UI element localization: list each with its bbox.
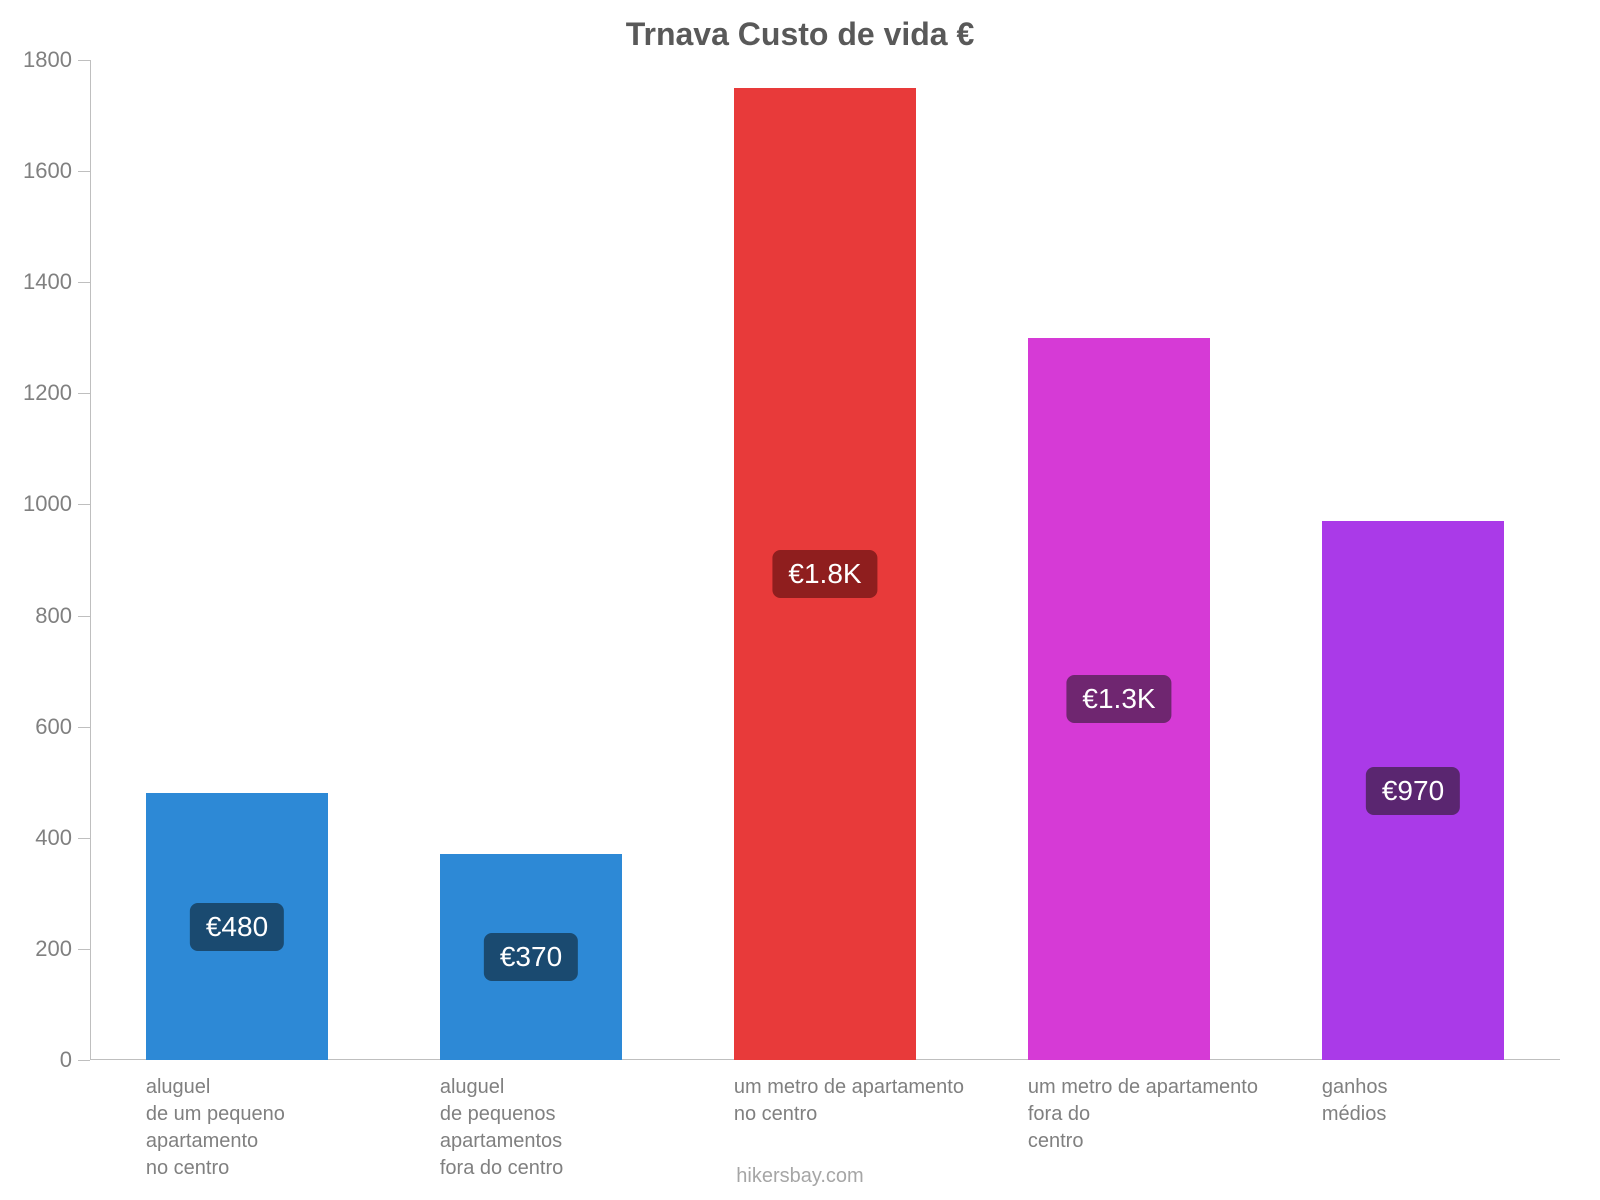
category-label: um metro de apartamento no centro: [734, 1074, 1018, 1128]
y-tick-label: 1000: [23, 491, 72, 517]
y-tick: [78, 949, 90, 950]
y-tick: [78, 727, 90, 728]
y-tick: [78, 393, 90, 394]
y-tick-label: 400: [35, 825, 72, 851]
y-tick: [78, 60, 90, 61]
y-tick-label: 1200: [23, 380, 72, 406]
y-tick-label: 200: [35, 936, 72, 962]
y-axis: [90, 60, 91, 1060]
cost-of-living-chart: Trnava Custo de vida € 02004006008001000…: [0, 0, 1600, 1200]
bar-value-label: €480: [190, 903, 284, 951]
y-tick-label: 1800: [23, 47, 72, 73]
bar-value-label: €1.8K: [772, 550, 877, 598]
y-tick: [78, 838, 90, 839]
category-label: ganhos médios: [1322, 1074, 1600, 1128]
y-tick-label: 1400: [23, 269, 72, 295]
bar-value-label: €1.3K: [1066, 675, 1171, 723]
y-tick: [78, 1060, 90, 1061]
bar-value-label: €970: [1366, 767, 1460, 815]
y-tick-label: 600: [35, 714, 72, 740]
attribution-text: hikersbay.com: [0, 1165, 1600, 1188]
y-tick-label: 1600: [23, 158, 72, 184]
y-tick: [78, 282, 90, 283]
y-tick-label: 800: [35, 603, 72, 629]
y-tick: [78, 171, 90, 172]
bar-value-label: €370: [484, 933, 578, 981]
y-tick-label: 0: [60, 1047, 72, 1073]
category-label: um metro de apartamento fora do centro: [1028, 1074, 1312, 1155]
y-tick: [78, 616, 90, 617]
y-tick: [78, 504, 90, 505]
chart-title: Trnava Custo de vida €: [0, 16, 1600, 53]
plot-area: 020040060080010001200140016001800€480alu…: [90, 60, 1560, 1060]
